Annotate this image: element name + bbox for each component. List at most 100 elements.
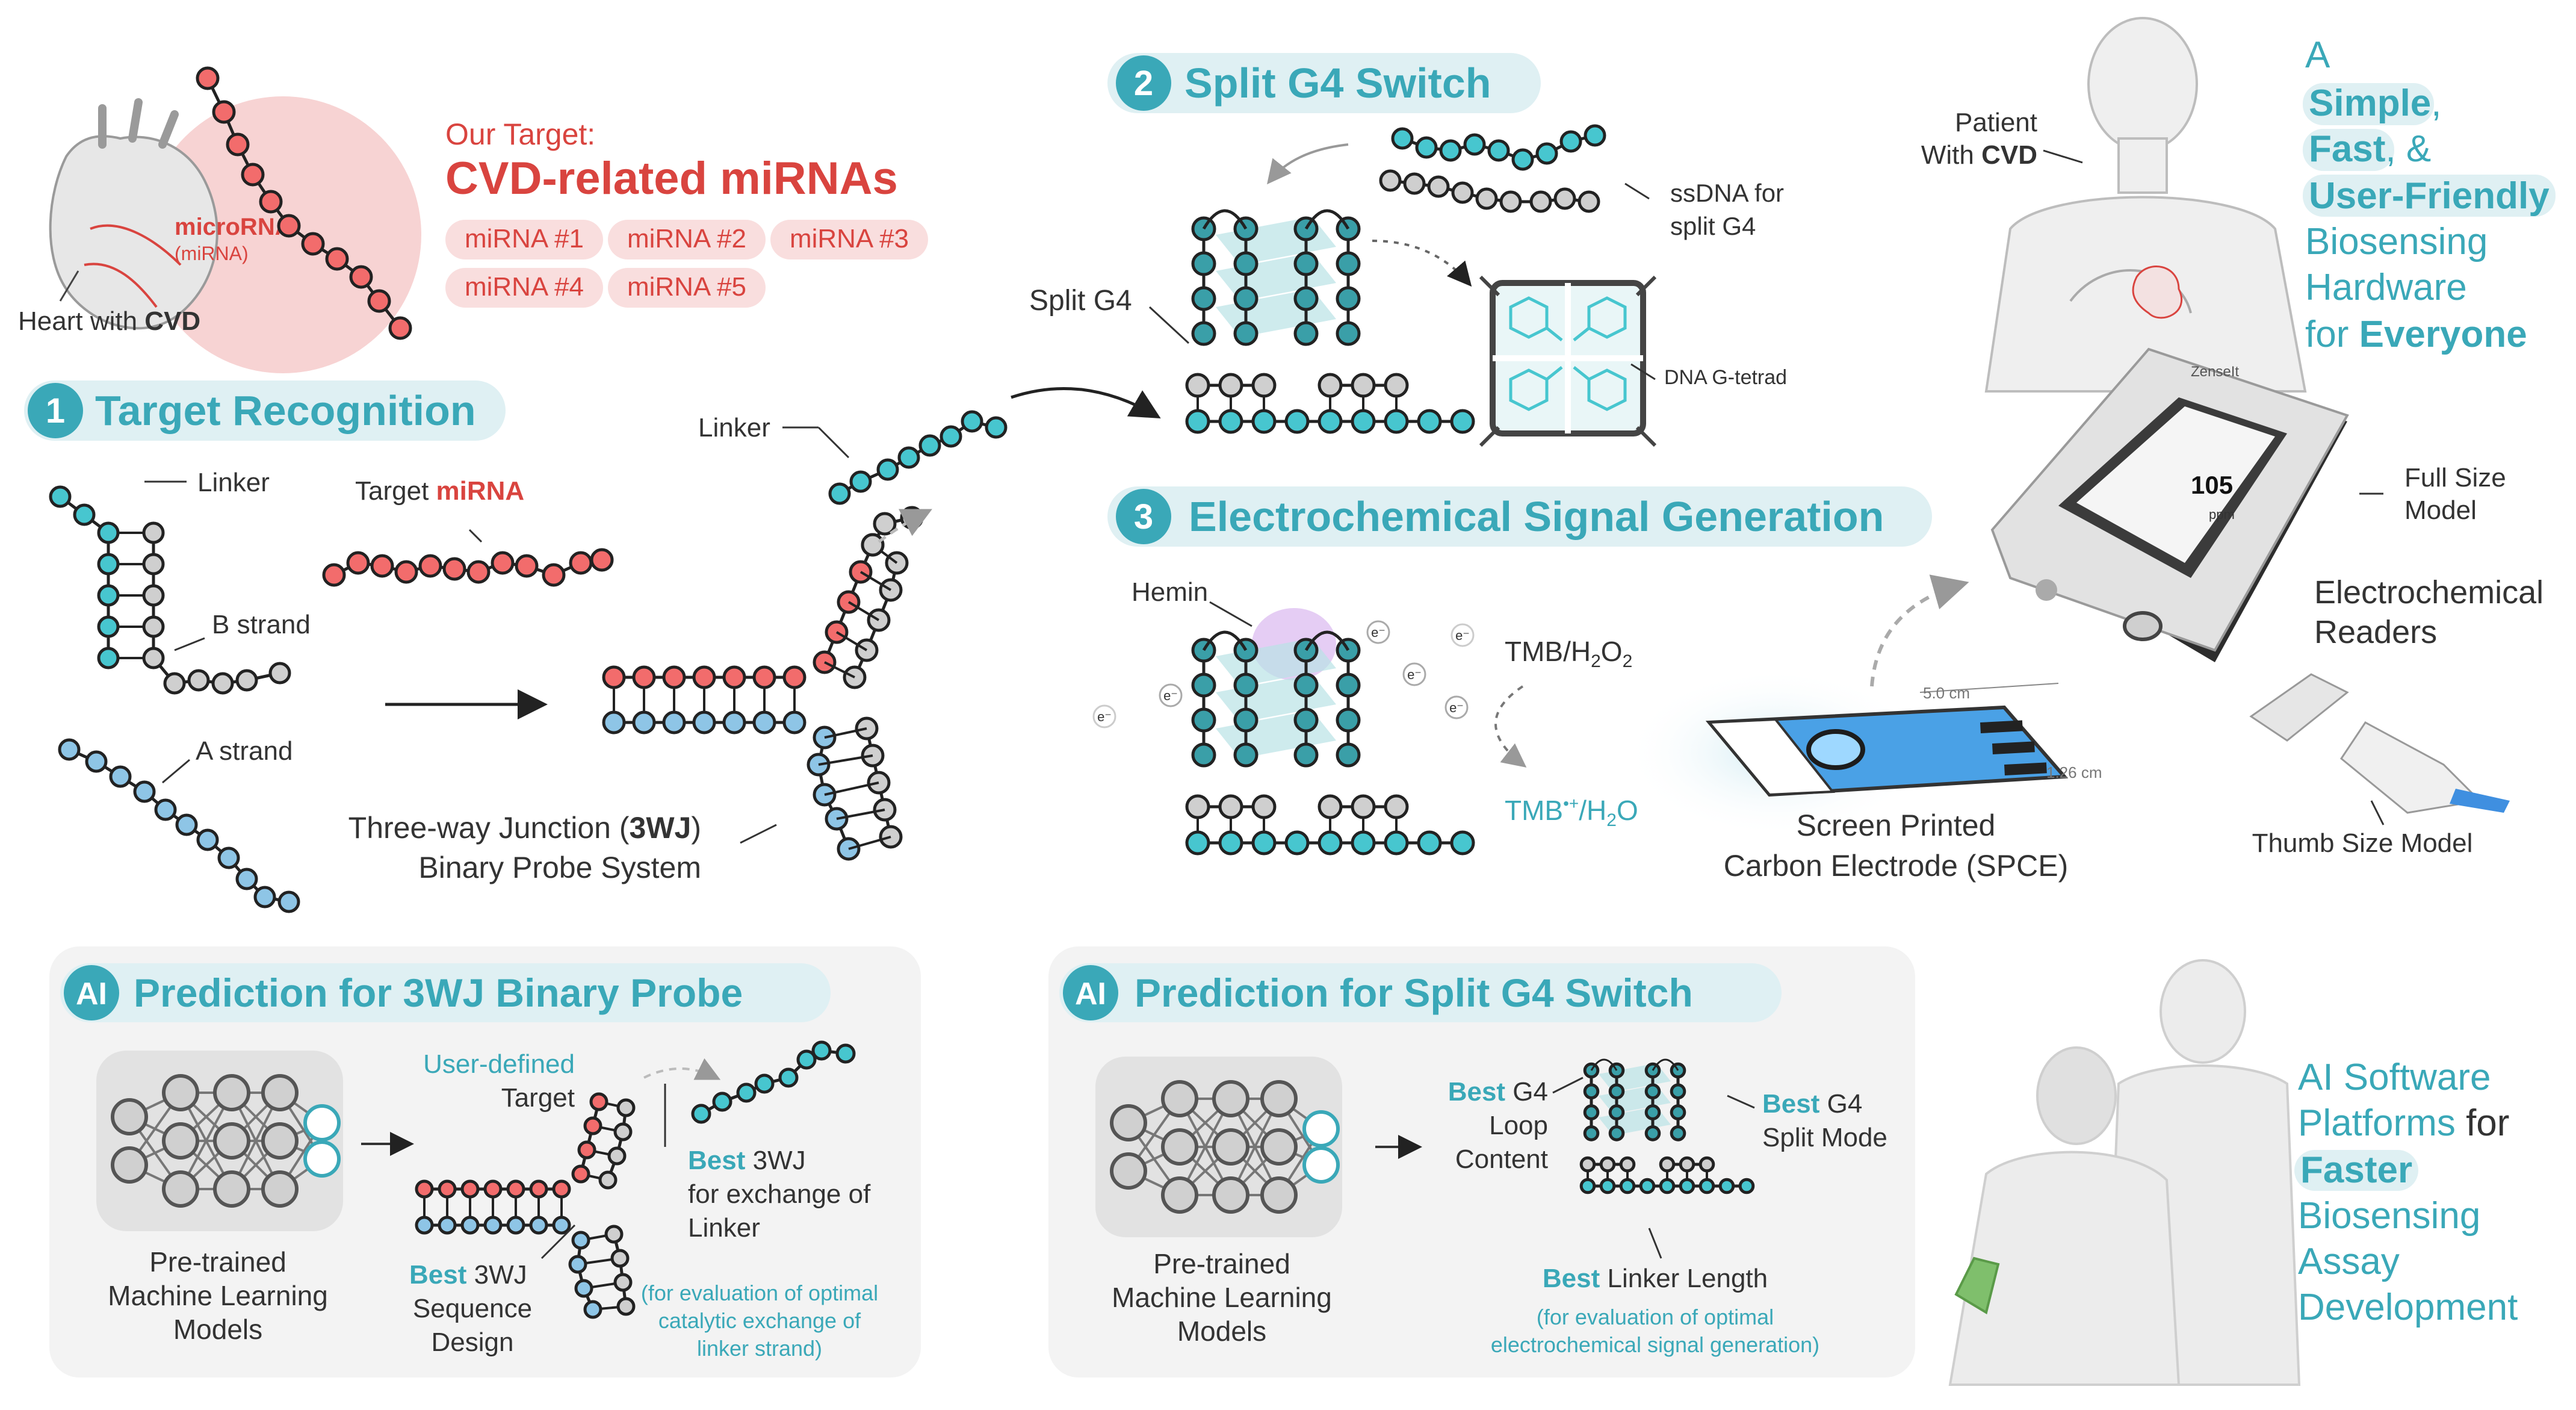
mirna-strand xyxy=(196,66,412,340)
headline-a: A xyxy=(2305,34,2330,76)
step2-number: 2 xyxy=(1134,64,1153,103)
ssdna-label-line2: split G4 xyxy=(1670,212,1756,240)
b-strand-label: B strand xyxy=(212,610,311,639)
software-line1: AI Software xyxy=(2298,1057,2491,1098)
ai-panel-g4: AI Prediction for Split G4 Switch Pre-tr… xyxy=(1048,946,1915,1377)
mirna-pill-3: miRNA #3 xyxy=(770,220,928,259)
svg-text:e⁻: e⁻ xyxy=(1449,700,1464,715)
step3-header-bg xyxy=(1107,486,1932,547)
user-defined-label: User-defined xyxy=(423,1049,575,1079)
patient-figure xyxy=(1984,17,2307,393)
step2-title: Split G4 Switch xyxy=(1184,60,1491,107)
ai1-note-line2: catalytic exchange of xyxy=(658,1308,861,1333)
mirna-pill-1: miRNA #1 xyxy=(445,220,603,259)
step3-number: 3 xyxy=(1134,497,1153,536)
neural-network-icon-2 xyxy=(1095,1057,1342,1237)
g-tetrad-icon xyxy=(1479,275,1657,447)
linker-length-label: Best Linker Length xyxy=(1543,1264,1768,1293)
junction-label-line2: Binary Probe System xyxy=(418,851,701,884)
electron-6: e⁻ xyxy=(1451,623,1475,647)
software-line6: Development xyxy=(2298,1287,2518,1328)
tmb-oxidized-label: TMB•+/H2O xyxy=(1505,794,1638,830)
tetrad-label: DNA G-tetrad xyxy=(1664,366,1787,389)
neural-network-icon xyxy=(96,1051,343,1231)
thumb-size-label: Thumb Size Model xyxy=(2252,828,2473,858)
electron-1: e⁻ xyxy=(1159,683,1183,707)
reader-unit: ppm xyxy=(2209,507,2235,522)
ai2-note-line2: electrochemical signal generation) xyxy=(1491,1332,1819,1357)
tmb-h2o2-label: TMB/H2O2 xyxy=(1505,636,1632,671)
linker-release-arrow xyxy=(878,509,932,544)
full-size-label-line2: Model xyxy=(2404,495,2477,525)
thumb-size-reader xyxy=(2249,673,2510,814)
scientists-figure xyxy=(1948,959,2301,1386)
svg-text:e⁻: e⁻ xyxy=(1407,667,1422,682)
a-strand-probe xyxy=(58,738,300,913)
electron-4: e⁻ xyxy=(1444,695,1469,719)
ai1-note-line3: linker strand) xyxy=(697,1336,822,1361)
software-line5: Assay xyxy=(2298,1241,2400,1282)
step1-header-bg xyxy=(24,380,506,441)
split-g4-label: Split G4 xyxy=(1029,285,1132,317)
full-size-reader: 105 ppm ZenseIt xyxy=(1990,347,2349,813)
svg-text:miRNA #3: miRNA #3 xyxy=(790,224,909,253)
electrons: e⁻ e⁻ e⁻ e⁻ e⁻ e⁻ xyxy=(1092,620,1475,728)
target-section: Heart with CVD microRNA (miRNA) Our Targ… xyxy=(18,66,928,373)
loop-line1: Best G4 xyxy=(1448,1077,1548,1107)
step2-header-bg xyxy=(1107,53,1541,113)
hardware-section: Patient With CVD A Simple, Fast, & User-… xyxy=(1921,17,2556,858)
best-seq-line3: Design xyxy=(432,1328,514,1357)
mirna-pill-5: miRNA #5 xyxy=(608,268,766,308)
step1-title: Target Recognition xyxy=(95,387,476,434)
svg-text:e⁻: e⁻ xyxy=(1097,709,1112,724)
electrode-length-label: 5.0 cm xyxy=(1923,684,1970,702)
spce-electrode xyxy=(1705,705,2069,797)
small-linker-strand xyxy=(691,1040,856,1124)
svg-text:e⁻: e⁻ xyxy=(1371,625,1386,640)
electrode-to-reader-arrow xyxy=(1870,574,1969,687)
svg-text:e⁻: e⁻ xyxy=(1455,628,1470,643)
b-strand-probe xyxy=(49,485,291,695)
patient-label-line2: With CVD xyxy=(1921,140,2037,170)
split-mode-line1: Best G4 xyxy=(1762,1089,1862,1119)
target-mirna-label: Target miRNA xyxy=(355,476,524,506)
software-line4: Biosensing xyxy=(2298,1195,2480,1237)
target-mirna-strand xyxy=(322,548,614,587)
electron-3: e⁻ xyxy=(1402,662,1426,686)
tetrad-arrow xyxy=(1372,240,1472,287)
step1-number: 1 xyxy=(46,391,65,430)
best-exchange-line3: Linker xyxy=(688,1213,760,1243)
ssdna-strands xyxy=(1379,124,1606,213)
mirna-label: microRNA xyxy=(175,214,293,240)
svg-text:miRNA #5: miRNA #5 xyxy=(627,272,746,302)
linker-label: Linker xyxy=(197,468,270,497)
ai1-title: Prediction for 3WJ Binary Probe xyxy=(134,971,743,1015)
hardware-headline: A Simple, Fast, & User-Friendly Biosensi… xyxy=(2303,34,2556,355)
ai1-note-line1: (for evaluation of optimal xyxy=(641,1281,878,1305)
ai-panel-3wj: AI Prediction for 3WJ Binary Probe Pre-t… xyxy=(49,946,921,1377)
ai2-panel-bg xyxy=(1048,946,1915,1377)
heart-icon xyxy=(49,98,218,330)
ai1-model-line1: Pre-trained xyxy=(149,1246,286,1278)
svg-text:e⁻: e⁻ xyxy=(1163,688,1178,703)
headline-friendly: User-Friendly xyxy=(2309,175,2550,217)
step3-section: 3 Electrochemical Signal Generation Hemi… xyxy=(1092,486,2102,883)
ai2-badge xyxy=(1063,965,1118,1020)
released-linker-strand xyxy=(828,410,1008,505)
ai2-model-line1: Pre-trained xyxy=(1153,1248,1290,1279)
spce-label-line2: Carbon Electrode (SPCE) xyxy=(1724,849,2068,883)
ssdna-arrow xyxy=(1266,143,1349,185)
step2-section: 2 Split G4 Switch Split G4 ssDNA for spl… xyxy=(1029,53,1787,447)
svg-text:miRNA #1: miRNA #1 xyxy=(465,224,584,253)
svg-text:miRNA #4: miRNA #4 xyxy=(465,272,584,302)
tmb-reaction-arrow xyxy=(1494,685,1527,768)
full-size-label-line1: Full Size xyxy=(2404,463,2506,492)
headline-everyone-line: for Everyone xyxy=(2305,314,2527,355)
split-g4-structure xyxy=(1185,209,1475,434)
a-strand-label: A strand xyxy=(196,736,293,766)
step2-number-badge xyxy=(1116,55,1171,111)
ai1-model-line3: Models xyxy=(173,1314,262,1345)
to-g4-arrow xyxy=(1011,387,1161,419)
ai2-model-line3: Models xyxy=(1177,1315,1266,1347)
